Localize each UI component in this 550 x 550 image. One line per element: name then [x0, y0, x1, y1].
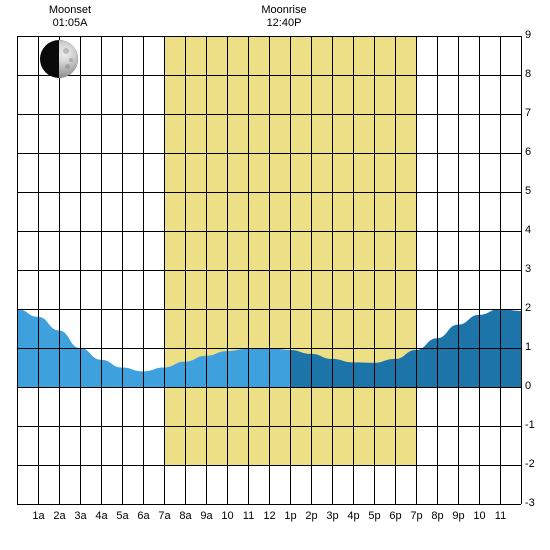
x-tick-label: 12: [259, 510, 280, 522]
x-tick-label: 7a: [154, 510, 175, 522]
y-tick-label: 7: [525, 107, 537, 119]
chart-plot-area: -3-2-10123456789 1a2a3a4a5a6a7a8a9a10111…: [17, 36, 521, 504]
x-tick-label: 5p: [364, 510, 385, 522]
y-tick-label: -3: [525, 497, 537, 509]
x-tick-label: 10: [469, 510, 490, 522]
x-tick-label: 1a: [28, 510, 49, 522]
y-tick-label: -2: [525, 458, 537, 470]
tide-chart-container: Moonset 01:05A Moonrise 12:40P -3-2-1012…: [0, 0, 550, 550]
y-tick-label: 4: [525, 224, 537, 236]
x-tick-label: 2a: [49, 510, 70, 522]
y-tick-label: 0: [525, 380, 537, 392]
x-tick-label: 8a: [175, 510, 196, 522]
y-tick-label: 8: [525, 68, 537, 80]
y-tick-label: 5: [525, 185, 537, 197]
x-tick-label: 3a: [70, 510, 91, 522]
x-tick-label: 2p: [301, 510, 322, 522]
x-tick-label: 3p: [322, 510, 343, 522]
x-tick-label: 4p: [343, 510, 364, 522]
moon-phase-icon: [40, 40, 78, 78]
x-tick-label: 11: [238, 510, 259, 522]
moon-lit-half: [59, 40, 78, 78]
x-tick-label: 6p: [385, 510, 406, 522]
x-tick-label: 4a: [91, 510, 112, 522]
x-tick-label: 8p: [427, 510, 448, 522]
x-tick-label: 10: [217, 510, 238, 522]
x-tick-label: 9p: [448, 510, 469, 522]
x-tick-label: 6a: [133, 510, 154, 522]
moonrise-label: Moonrise: [254, 4, 314, 16]
y-tick-label: 3: [525, 263, 537, 275]
x-tick-label: 1p: [280, 510, 301, 522]
moonset-label: Moonset: [40, 4, 100, 16]
y-tick-label: 9: [525, 29, 537, 41]
x-tick-label: 7p: [406, 510, 427, 522]
y-tick-label: 1: [525, 341, 537, 353]
x-tick-label: 9a: [196, 510, 217, 522]
x-tick-label: 11: [490, 510, 511, 522]
x-tick-label: 5a: [112, 510, 133, 522]
moonset-time: 01:05A: [40, 17, 100, 29]
y-tick-label: 2: [525, 302, 537, 314]
y-tick-label: 6: [525, 146, 537, 158]
y-tick-label: -1: [525, 419, 537, 431]
moonrise-time: 12:40P: [254, 17, 314, 29]
